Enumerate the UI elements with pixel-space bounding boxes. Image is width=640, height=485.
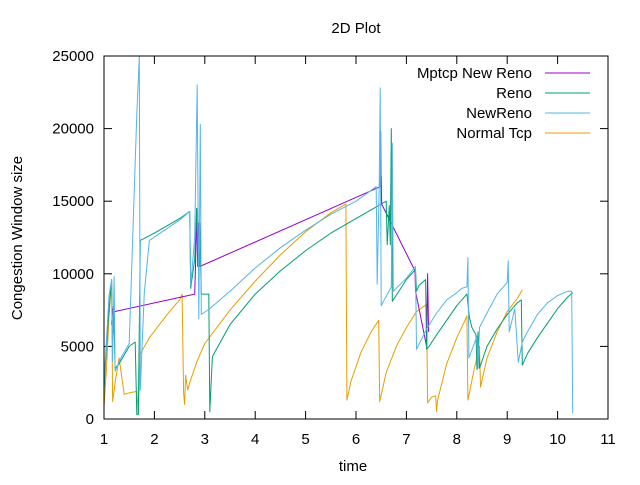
legend-label: Mptcp New Reno: [417, 65, 532, 82]
legend-item-reno: Reno: [496, 85, 590, 102]
x-axis-label: time: [339, 458, 367, 475]
y-tick-label: 0: [86, 411, 94, 428]
x-tick-label: 3: [201, 431, 209, 448]
y-tick-label: 20000: [52, 121, 94, 138]
x-tick-label: 1: [100, 431, 108, 448]
x-tick-label: 8: [453, 431, 461, 448]
x-tick-label: 9: [503, 431, 511, 448]
series-layer: [103, 55, 574, 416]
x-tick-label: 6: [352, 431, 360, 448]
legend-item-newreno: NewReno: [466, 105, 590, 122]
y-tick-label: 10000: [52, 266, 94, 283]
x-tick-label: 7: [402, 431, 410, 448]
x-tick-label: 4: [251, 431, 259, 448]
x-tick-label: 2: [150, 431, 158, 448]
legend-label: Reno: [496, 85, 532, 102]
series-line-normal-tcp: [103, 203, 523, 414]
x-tick-label: 10: [549, 431, 566, 448]
legend: Mptcp New Reno Reno NewReno Normal Tcp: [417, 65, 590, 142]
legend-label: NewReno: [466, 105, 532, 122]
legend-item-mptcp-new-reno: Mptcp New Reno: [417, 65, 590, 82]
x-axis-ticks: 1 2 3 4 5 6 7 8 9 10 11: [100, 56, 616, 448]
chart-title: 2D Plot: [331, 20, 381, 37]
legend-item-normal-tcp: Normal Tcp: [456, 125, 590, 142]
series-line-newreno: [103, 55, 574, 414]
plot-frame: [103, 55, 609, 420]
series-line-reno: [103, 128, 574, 416]
legend-label: Normal Tcp: [456, 125, 532, 142]
y-axis-label: Congestion Window size: [9, 156, 26, 320]
y-tick-label: 15000: [52, 193, 94, 210]
y-tick-label: 25000: [52, 48, 94, 65]
x-tick-label: 5: [301, 431, 309, 448]
x-tick-label: 11: [600, 431, 616, 448]
y-tick-label: 5000: [61, 338, 94, 355]
